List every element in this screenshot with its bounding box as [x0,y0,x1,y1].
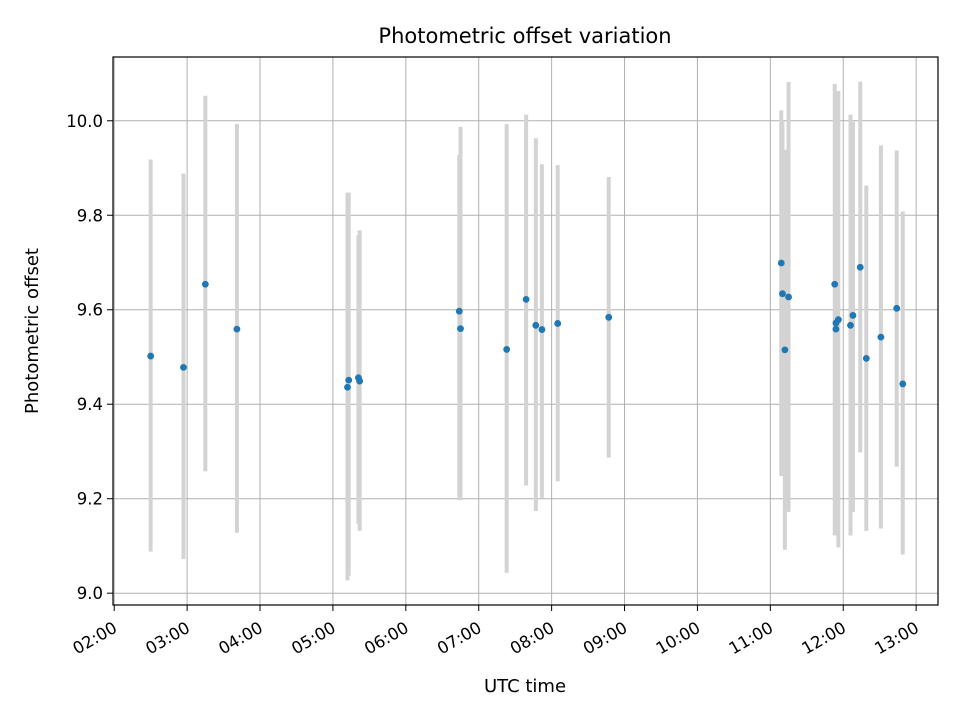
data-point [147,352,155,360]
data-point [532,321,540,329]
data-point [605,313,613,321]
data-point [554,320,562,327]
data-points [147,259,907,391]
data-point [832,325,840,333]
data-point [180,363,187,371]
x-gridlines [113,57,917,605]
data-point [201,280,209,288]
x-axis-label: UTC time [484,676,566,697]
data-point [849,312,857,319]
data-point [834,316,842,324]
data-point [779,290,786,298]
plot-area-frame [112,56,939,606]
y-tick-label: 9.6 [77,301,103,320]
data-point [538,326,546,333]
data-point [831,280,839,288]
data-point [356,377,364,385]
y-axis-ticks: 9.0 9.2 9.4 9.6 9.8 10.0 [66,112,113,603]
y-tick-label: 9.8 [77,206,103,225]
data-point [457,325,464,333]
y-tick-label: 9.2 [77,490,103,509]
data-point [893,304,901,312]
chart-title: Photometric offset variation [378,24,671,48]
data-point [233,325,241,333]
data-point [877,333,885,341]
y-tick-label: 9.0 [77,584,103,603]
data-point [899,380,907,388]
data-point [856,263,864,271]
y-tick-label: 10.0 [66,112,103,131]
data-point [345,376,353,384]
data-point [785,293,792,301]
data-point [344,383,351,391]
y-axis-label: Photometric offset [22,248,43,414]
y-tick-label: 9.4 [77,395,103,414]
data-point [781,346,789,354]
data-point [777,259,785,267]
data-point [503,346,511,353]
data-point [862,355,870,362]
data-point [455,307,463,315]
data-point [847,321,854,329]
data-point [522,295,530,303]
